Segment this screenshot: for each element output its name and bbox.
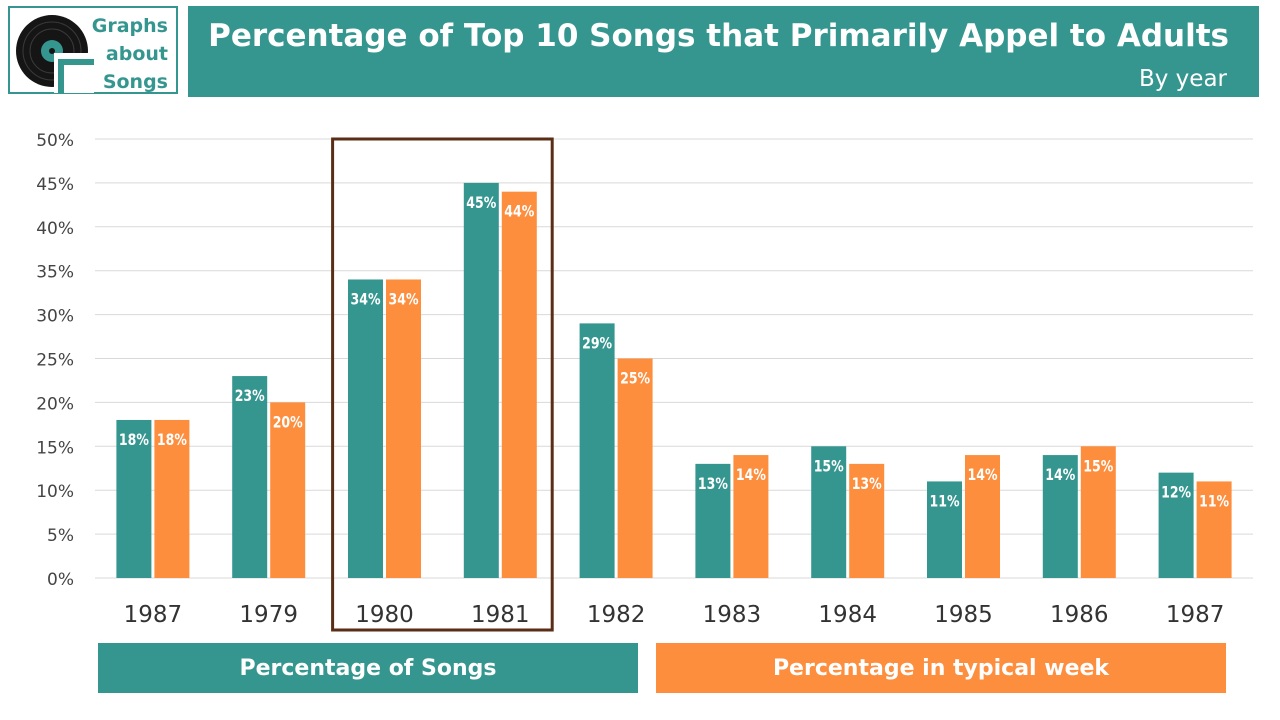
y-tick-label: 10% xyxy=(36,482,74,502)
logo-line: about xyxy=(105,43,168,65)
data-label: 25% xyxy=(620,369,650,388)
logo-line: Songs xyxy=(102,71,168,93)
data-label: 23% xyxy=(235,386,265,405)
data-label: 34% xyxy=(351,289,381,308)
y-tick-label: 50% xyxy=(36,131,74,151)
bar-percentage-of-songs xyxy=(463,182,499,578)
legend-percentage-of-songs: Percentage of Songs xyxy=(98,643,638,693)
y-tick-label: 35% xyxy=(36,263,74,283)
chart-subtitle: By year xyxy=(1138,66,1227,92)
data-label: 14% xyxy=(736,465,766,484)
y-tick-label: 15% xyxy=(36,438,74,458)
bar-percentage-typical-week xyxy=(617,358,653,578)
data-label: 11% xyxy=(930,491,960,510)
bar-percentage-of-songs xyxy=(348,279,383,578)
bar-percentage-typical-week xyxy=(501,191,537,578)
bar-percentage-of-songs xyxy=(116,419,152,578)
data-label: 18% xyxy=(157,430,187,449)
x-tick-label: 1982 xyxy=(587,602,646,628)
bar-percentage-of-songs xyxy=(1042,455,1078,578)
legend-percentage-typical-week: Percentage in typical week xyxy=(656,643,1226,693)
y-tick-label: 20% xyxy=(36,394,74,414)
bar-percentage-of-songs xyxy=(811,446,847,578)
data-label: 20% xyxy=(273,412,303,431)
y-tick-label: 30% xyxy=(36,307,74,327)
y-tick-label: 45% xyxy=(36,175,74,195)
data-label: 18% xyxy=(119,430,149,449)
bar-percentage-typical-week xyxy=(1196,481,1232,578)
data-label: 13% xyxy=(852,474,882,493)
logo-line: Graphs xyxy=(91,15,168,37)
bar-percentage-typical-week xyxy=(386,279,421,578)
bar-percentage-of-songs xyxy=(927,481,962,578)
y-tick-label: 0% xyxy=(47,570,74,590)
data-label: 13% xyxy=(698,474,728,493)
logo-text: Graphs about Songs xyxy=(92,12,168,96)
y-tick-label: 5% xyxy=(47,526,74,546)
bar-percentage-typical-week xyxy=(270,402,306,578)
y-tick-label: 40% xyxy=(36,219,74,239)
title-bar: Percentage of Top 10 Songs that Primaril… xyxy=(188,6,1259,97)
data-label: 11% xyxy=(1199,491,1229,510)
data-label: 34% xyxy=(389,289,419,308)
data-label: 15% xyxy=(814,456,844,475)
y-tick-label: 25% xyxy=(36,351,74,371)
x-tick-label: 1980 xyxy=(355,602,414,628)
bar-percentage-typical-week xyxy=(965,455,1000,578)
data-label: 44% xyxy=(504,202,534,221)
data-label: 14% xyxy=(1045,465,1075,484)
bar-percentage-of-songs xyxy=(695,463,731,578)
highlight-box xyxy=(331,137,554,632)
logo: Graphs about Songs xyxy=(8,6,178,94)
data-label: 45% xyxy=(466,193,496,212)
bar-percentage-typical-week xyxy=(1080,446,1116,578)
x-tick-label: 1987 xyxy=(124,602,183,628)
data-label: 15% xyxy=(1083,456,1113,475)
bar-percentage-typical-week xyxy=(849,463,885,578)
vinyl-record-icon xyxy=(16,15,94,93)
x-tick-label: 1987 xyxy=(1166,602,1225,628)
x-tick-label: 1984 xyxy=(818,602,877,628)
bar-percentage-typical-week xyxy=(733,455,769,578)
x-tick-label: 1986 xyxy=(1050,602,1109,628)
bar-percentage-of-songs xyxy=(579,323,615,578)
data-label: 14% xyxy=(968,465,998,484)
data-label: 29% xyxy=(582,333,612,352)
x-tick-label: 1979 xyxy=(239,602,298,628)
x-tick-label: 1983 xyxy=(703,602,762,628)
bar-percentage-of-songs xyxy=(1158,472,1194,578)
data-label: 12% xyxy=(1161,483,1191,502)
x-tick-label: 1981 xyxy=(471,602,530,628)
x-tick-label: 1985 xyxy=(934,602,993,628)
chart-title: Percentage of Top 10 Songs that Primaril… xyxy=(208,18,1229,54)
bar-percentage-typical-week xyxy=(154,419,190,578)
bar-percentage-of-songs xyxy=(232,376,268,578)
